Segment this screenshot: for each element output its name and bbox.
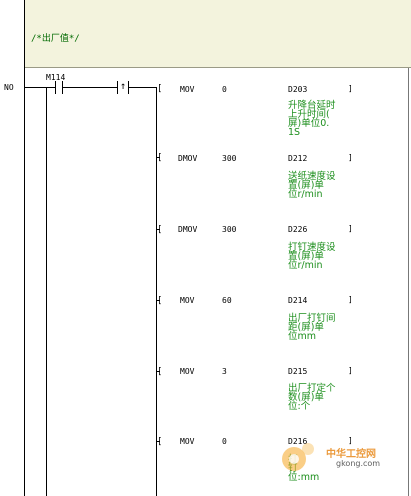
device-comment: 打钉速度设 置(屏)单 位r/min: [288, 242, 336, 271]
device-comment: 出厂打定个 数(屏)单 位:个: [288, 383, 336, 412]
instruction-src: 300: [222, 225, 237, 234]
instruction-bracket: [: [157, 225, 163, 235]
watermark-url: gkong.com: [336, 459, 381, 468]
branch-line: [156, 300, 160, 301]
branch-line: [156, 371, 160, 372]
instruction-src: 300: [222, 154, 237, 163]
instruction-bracket: [: [157, 153, 163, 163]
instruction-bracket: [: [157, 296, 163, 306]
gear-logo-icon: [282, 443, 314, 471]
instruction-op: MOV: [180, 85, 195, 94]
pulse-bar-left[interactable]: [117, 81, 118, 94]
instruction-op: MOV: [180, 296, 195, 305]
comment-block[interactable]: /*出厂值*/: [25, 0, 411, 68]
right-power-rail: [408, 68, 409, 496]
left-power-rail-area: [0, 0, 25, 496]
instruction-dst: D226: [288, 225, 308, 234]
branch-line: [156, 157, 160, 158]
contact-label: M114: [46, 73, 66, 82]
rung-line-to-bus: [128, 87, 156, 88]
instruction-dst: D212: [288, 154, 308, 163]
instruction-close: ]: [348, 224, 353, 233]
instruction-op: MOV: [180, 367, 195, 376]
instruction-op: MOV: [180, 437, 195, 446]
rung-line-left: [25, 87, 55, 88]
device-comment: 升降台延时 上升时间( 屏)单位0. 1S: [288, 100, 336, 138]
watermark-logo: 中华工控网 gkong.com: [278, 437, 388, 487]
device-comment: 送纸速度设 置(屏)单 位r/min: [288, 171, 336, 200]
instruction-dst: D214: [288, 296, 308, 305]
contact-bar-left[interactable]: [55, 81, 56, 94]
instruction-close: ]: [348, 295, 353, 304]
watermark-title: 中华工控网: [326, 449, 376, 460]
instruction-close: ]: [348, 436, 353, 445]
branch-line: [156, 229, 160, 230]
instruction-dst: D216: [288, 437, 308, 446]
instruction-bracket: [: [157, 437, 163, 447]
comment-text: /*出厂值*/: [31, 34, 80, 44]
instruction-op: DMOV: [178, 225, 198, 234]
instruction-src: 0: [222, 437, 227, 446]
left-power-rail: [24, 0, 25, 496]
branch-bus: [156, 87, 157, 496]
instruction-dst: D215: [288, 367, 308, 376]
rung-line-mid: [62, 87, 117, 88]
instruction-close: ]: [348, 366, 353, 375]
instruction-op: DMOV: [178, 154, 198, 163]
instruction-src: 0: [222, 85, 227, 94]
row-number: NO: [4, 83, 14, 92]
pulse-arrow-icon[interactable]: ↑: [120, 81, 127, 92]
instruction-src: 3: [222, 367, 227, 376]
instruction-close: ]: [348, 153, 353, 162]
instruction-close: ]: [348, 84, 353, 93]
instruction-src: 60: [222, 296, 232, 305]
instruction-bracket: [: [157, 84, 163, 94]
instruction-dst: D203: [288, 85, 308, 94]
device-comment: 出厂打钉间 距(屏)单 位mm: [288, 313, 336, 342]
branch-line: [156, 441, 160, 442]
instruction-bracket: [: [157, 367, 163, 377]
branch-left-drop: [46, 87, 47, 496]
